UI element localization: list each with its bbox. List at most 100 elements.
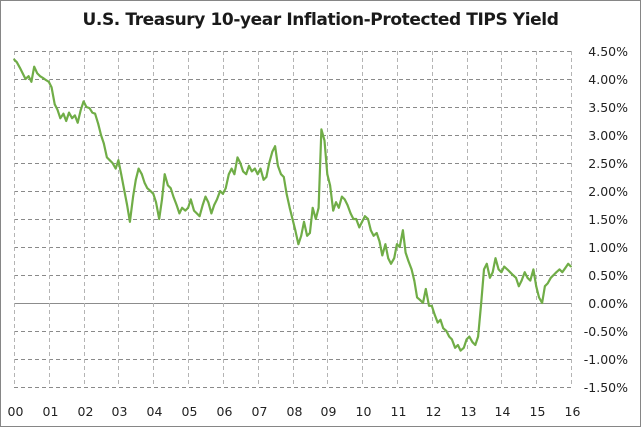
- data-point: [280, 173, 282, 176]
- data-point: [149, 190, 152, 192]
- y-tick-label: 2.00%: [588, 184, 628, 199]
- y-tick-label: -1.00%: [584, 352, 628, 367]
- data-point: [24, 78, 27, 80]
- data-point: [538, 296, 540, 299]
- chart-title: U.S. Treasury 10-year Inflation-Protecte…: [82, 10, 559, 30]
- data-point: [526, 276, 529, 279]
- data-point: [474, 344, 477, 346]
- x-tick-label: 00: [8, 404, 24, 419]
- data-point: [369, 229, 372, 232]
- y-tick-label: 0.00%: [588, 296, 628, 311]
- data-point: [175, 204, 178, 206]
- data-point: [254, 167, 256, 170]
- data-point: [97, 122, 100, 125]
- data-point: [117, 159, 120, 162]
- data-point: [506, 268, 509, 271]
- data-point: [454, 346, 456, 349]
- data-point: [378, 240, 381, 243]
- data-point: [222, 192, 224, 195]
- data-point: [30, 80, 33, 83]
- data-point: [250, 170, 253, 173]
- data-point: [13, 58, 15, 61]
- data-point: [361, 220, 363, 223]
- data-point: [372, 234, 375, 237]
- data-point: [189, 198, 192, 201]
- data-point: [161, 198, 163, 201]
- y-tick-label: 4.50%: [588, 44, 628, 59]
- data-point: [323, 139, 326, 142]
- data-point: [500, 271, 503, 274]
- data-point: [288, 206, 291, 209]
- x-tick-label: 06: [217, 404, 233, 419]
- data-point: [291, 218, 294, 220]
- data-point: [207, 201, 210, 204]
- data-point: [42, 77, 44, 79]
- data-point: [445, 330, 448, 332]
- x-tick-label: 16: [565, 404, 581, 419]
- data-point: [402, 229, 404, 232]
- data-point: [358, 226, 361, 229]
- data-point: [410, 268, 413, 271]
- data-point: [19, 66, 21, 69]
- data-point: [245, 173, 248, 176]
- data-point: [451, 338, 453, 341]
- data-point: [27, 75, 30, 78]
- data-point: [341, 195, 343, 198]
- y-tick-label: 2.50%: [588, 156, 628, 171]
- data-point: [50, 86, 53, 89]
- data-point: [265, 176, 268, 178]
- x-tick-label: 11: [391, 404, 407, 419]
- x-tick-label: 10: [356, 404, 372, 419]
- data-point: [68, 111, 70, 114]
- data-point: [259, 167, 262, 170]
- data-point: [15, 61, 18, 64]
- data-point: [274, 145, 276, 148]
- data-point: [320, 128, 323, 131]
- data-point: [355, 218, 358, 220]
- data-point: [332, 209, 335, 212]
- data-point: [163, 173, 166, 176]
- data-point: [491, 271, 494, 274]
- data-point: [468, 335, 471, 338]
- data-point: [282, 176, 285, 178]
- data-point: [442, 327, 445, 330]
- data-point: [114, 167, 117, 170]
- data-point: [546, 282, 549, 285]
- data-point: [317, 206, 320, 209]
- data-point: [82, 100, 85, 103]
- x-tick-label: 13: [461, 404, 477, 419]
- data-point: [193, 209, 195, 212]
- data-point: [213, 204, 216, 206]
- data-point: [471, 341, 474, 344]
- data-point: [248, 164, 250, 167]
- data-point: [198, 215, 201, 218]
- data-point: [480, 302, 483, 304]
- data-point: [428, 304, 430, 307]
- data-point: [88, 107, 91, 109]
- data-point: [570, 265, 572, 268]
- data-point: [517, 285, 520, 288]
- data-point: [169, 187, 172, 190]
- data-point: [172, 195, 175, 198]
- data-point: [535, 285, 538, 288]
- data-point: [53, 103, 56, 106]
- data-point: [85, 106, 88, 108]
- data-point: [178, 212, 181, 215]
- data-point: [256, 173, 259, 176]
- data-point: [303, 220, 305, 223]
- data-point: [413, 279, 416, 282]
- data-point: [132, 195, 135, 198]
- data-point: [297, 243, 300, 246]
- data-point: [294, 229, 297, 232]
- data-point: [541, 302, 543, 304]
- x-tick-label: 01: [43, 404, 59, 419]
- data-point: [489, 276, 491, 279]
- data-point: [381, 254, 384, 257]
- data-point: [216, 198, 218, 201]
- data-point: [140, 173, 143, 176]
- data-point: [561, 271, 564, 274]
- data-point: [485, 262, 488, 265]
- data-point: [158, 218, 161, 220]
- data-point: [367, 218, 369, 220]
- data-point: [349, 212, 352, 215]
